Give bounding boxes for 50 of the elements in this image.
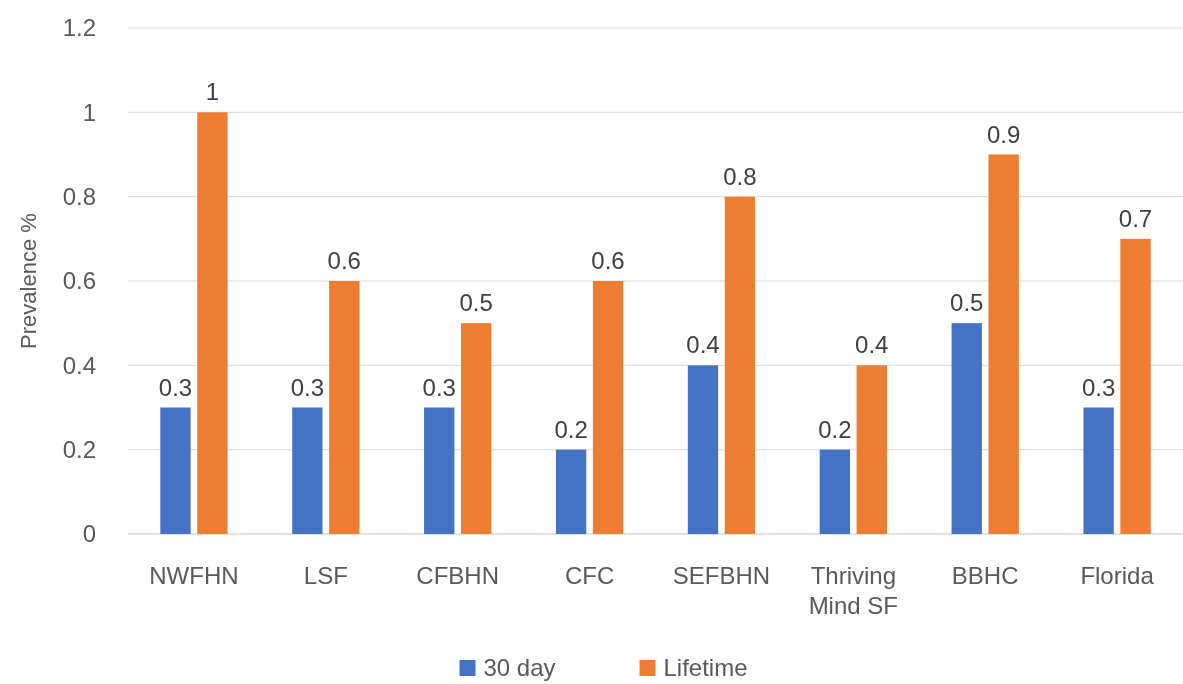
bar bbox=[724, 196, 756, 534]
data-label: 0.9 bbox=[986, 120, 1021, 148]
bar bbox=[687, 365, 719, 534]
y-tick-label: 1 bbox=[82, 98, 96, 126]
bar bbox=[951, 323, 982, 534]
bar bbox=[160, 407, 191, 534]
data-label: 0.3 bbox=[422, 373, 456, 401]
bar bbox=[555, 449, 587, 534]
y-tick-label: 0.2 bbox=[62, 436, 96, 464]
bar bbox=[197, 112, 228, 534]
legend-label: 30 day bbox=[483, 654, 556, 681]
data-label: 0.5 bbox=[459, 289, 493, 317]
data-label: 0.6 bbox=[327, 247, 361, 274]
bar bbox=[1083, 407, 1114, 534]
x-tick-label: Florida bbox=[1080, 562, 1155, 589]
y-tick-label: 0.6 bbox=[62, 267, 96, 295]
data-label: 0.3 bbox=[1081, 373, 1116, 401]
x-tick-label: Thriving Mind SF bbox=[808, 562, 898, 619]
data-label: 0.2 bbox=[554, 415, 588, 443]
data-label: 1 bbox=[205, 78, 220, 106]
data-label: 0.8 bbox=[723, 162, 757, 190]
bar bbox=[1120, 238, 1151, 534]
x-tick-label: CFBHN bbox=[416, 562, 500, 589]
y-axis-title: Prevalence % bbox=[16, 213, 41, 349]
y-tick-label: 0.4 bbox=[62, 351, 96, 379]
data-label: 0.4 bbox=[686, 331, 720, 359]
x-tick-label: CFC bbox=[564, 562, 615, 589]
data-label: 0.4 bbox=[855, 331, 889, 359]
data-label: 0.5 bbox=[950, 289, 984, 317]
x-tick-label: SEFBHN bbox=[672, 562, 771, 589]
data-label: 0.3 bbox=[158, 373, 193, 401]
data-label: 0.7 bbox=[1118, 204, 1153, 232]
bar bbox=[460, 323, 492, 534]
bar bbox=[819, 449, 851, 534]
x-tick-label: NWFHN bbox=[149, 562, 239, 589]
data-label: 0.3 bbox=[290, 373, 325, 401]
y-tick-label: 0.8 bbox=[62, 183, 96, 211]
x-tick-label: BBHC bbox=[951, 562, 1019, 589]
bar bbox=[292, 407, 323, 534]
y-tick-label: 1.2 bbox=[62, 14, 96, 42]
bar bbox=[592, 281, 624, 534]
bar bbox=[856, 365, 887, 534]
data-label: 0.2 bbox=[818, 415, 852, 443]
legend-label: Lifetime bbox=[663, 654, 748, 681]
data-label: 0.6 bbox=[591, 247, 625, 274]
x-tick-label: LSF bbox=[303, 562, 348, 589]
bar bbox=[424, 407, 455, 534]
bar bbox=[988, 154, 1019, 534]
bar bbox=[329, 281, 360, 534]
y-tick-label: 0 bbox=[82, 520, 96, 548]
